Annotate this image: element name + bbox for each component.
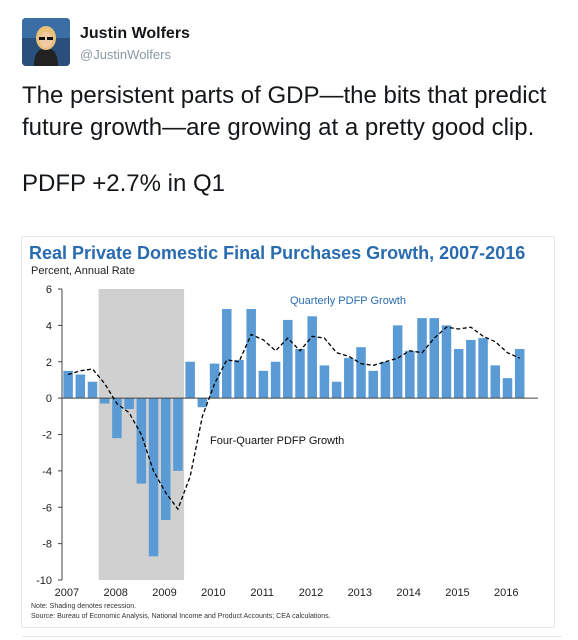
bar (429, 318, 440, 399)
bar (368, 370, 378, 399)
bar (331, 381, 342, 399)
y-tick-label: 2 (46, 357, 52, 369)
y-tick-label: -10 (36, 575, 52, 587)
bar (295, 349, 305, 399)
bar (160, 398, 171, 520)
bar (148, 398, 159, 557)
x-tick-label: 2010 (201, 587, 225, 599)
x-tick-label: 2008 (103, 587, 127, 599)
bar (270, 361, 281, 399)
x-tick-label: 2014 (396, 587, 420, 599)
bar (514, 349, 525, 399)
chart-note: Note: Shading denotes recession. (31, 603, 137, 610)
bar (307, 316, 317, 399)
author-handle[interactable]: @JustinWolfers (80, 47, 171, 62)
bar (185, 361, 195, 399)
bar (222, 309, 232, 399)
bar (258, 370, 269, 399)
bar (417, 318, 427, 399)
four-quarter-line (67, 326, 520, 511)
tweet-text-line-1: The persistent parts of GDP—the bits tha… (22, 82, 547, 141)
bar (283, 319, 293, 399)
bar (441, 325, 452, 399)
bar (380, 361, 391, 399)
chart-subtitle: Percent, Annual Rate (31, 265, 135, 277)
y-tick-label: -4 (42, 466, 52, 478)
bar (197, 398, 208, 408)
four-quarter-series-label: Four-Quarter PDFP Growth (210, 435, 344, 447)
bar (63, 370, 73, 399)
tweet-header: Justin Wolfers @JustinWolfers (22, 18, 562, 68)
bar (246, 309, 256, 399)
bar (209, 363, 220, 399)
x-tick-label: 2012 (299, 587, 323, 599)
avatar[interactable] (22, 18, 70, 66)
bar (344, 358, 354, 399)
bar (112, 398, 122, 439)
bar (502, 378, 513, 399)
bar (99, 398, 110, 404)
bar (124, 398, 134, 410)
bar (490, 365, 501, 399)
bar (478, 338, 488, 399)
bar (453, 349, 464, 399)
x-tick-label: 2013 (348, 587, 372, 599)
y-tick-label: -8 (42, 539, 52, 551)
bar (234, 359, 244, 399)
x-tick-label: 2016 (494, 587, 518, 599)
bar (136, 398, 147, 484)
tweet-media-chart[interactable]: Real Private Domestic Final Purchases Gr… (21, 236, 555, 628)
bar (87, 381, 98, 399)
bar (466, 339, 476, 399)
bar (405, 350, 415, 399)
chart-title: Real Private Domestic Final Purchases Gr… (29, 243, 526, 263)
divider (22, 636, 562, 637)
y-tick-label: -6 (42, 502, 52, 514)
tweet-text: The persistent parts of GDP—the bits tha… (22, 80, 562, 200)
y-tick-label: -2 (42, 430, 52, 442)
y-tick-label: 6 (46, 284, 52, 296)
author-name[interactable]: Justin Wolfers (80, 25, 190, 42)
x-tick-label: 2011 (250, 587, 274, 599)
y-tick-label: 0 (46, 393, 52, 405)
bar (75, 374, 86, 399)
x-tick-label: 2007 (55, 587, 79, 599)
x-tick-label: 2015 (445, 587, 469, 599)
x-tick-label: 2009 (152, 587, 176, 599)
bar (173, 398, 183, 471)
tweet-text-line-2: PDFP +2.7% in Q1 (22, 170, 225, 197)
bar (356, 347, 366, 399)
user-avatar-photo-icon (22, 18, 70, 66)
bar (392, 325, 403, 399)
chart-source: Source: Bureau of Economic Analysis, Nat… (31, 613, 331, 620)
quarterly-series-label: Quarterly PDFP Growth (290, 295, 406, 307)
bar (319, 365, 330, 399)
y-tick-label: 4 (46, 320, 52, 332)
